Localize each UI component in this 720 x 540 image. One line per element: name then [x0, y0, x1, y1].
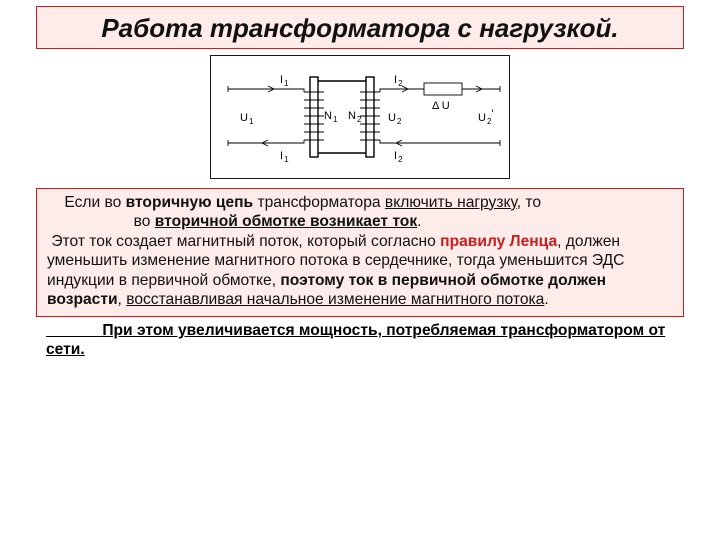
body-text-box: Если во вторичную цепь трансформатора вк… — [36, 188, 684, 317]
slide-title-box: Работа трансформатора с нагрузкой. — [36, 6, 684, 49]
para-3: Этот ток создает магнитный поток, которы… — [47, 232, 673, 310]
para-1: Если во вторичную цепь трансформатора вк… — [47, 193, 673, 212]
para-2: во вторичной обмотке возникает ток. — [47, 212, 673, 231]
slide: Работа трансформатора с нагрузкой. — [0, 0, 720, 540]
diagram-wrap: I1 I1 U1 N1 N2 I2 I2 U2 Δ U U2' — [36, 55, 684, 184]
final-line: При этом увеличивается мощность, потребл… — [36, 317, 684, 360]
transformer-diagram: I1 I1 U1 N1 N2 I2 I2 U2 Δ U U2' — [210, 55, 510, 179]
slide-title: Работа трансформатора с нагрузкой. — [101, 13, 618, 43]
label-dU: Δ U — [432, 100, 450, 112]
